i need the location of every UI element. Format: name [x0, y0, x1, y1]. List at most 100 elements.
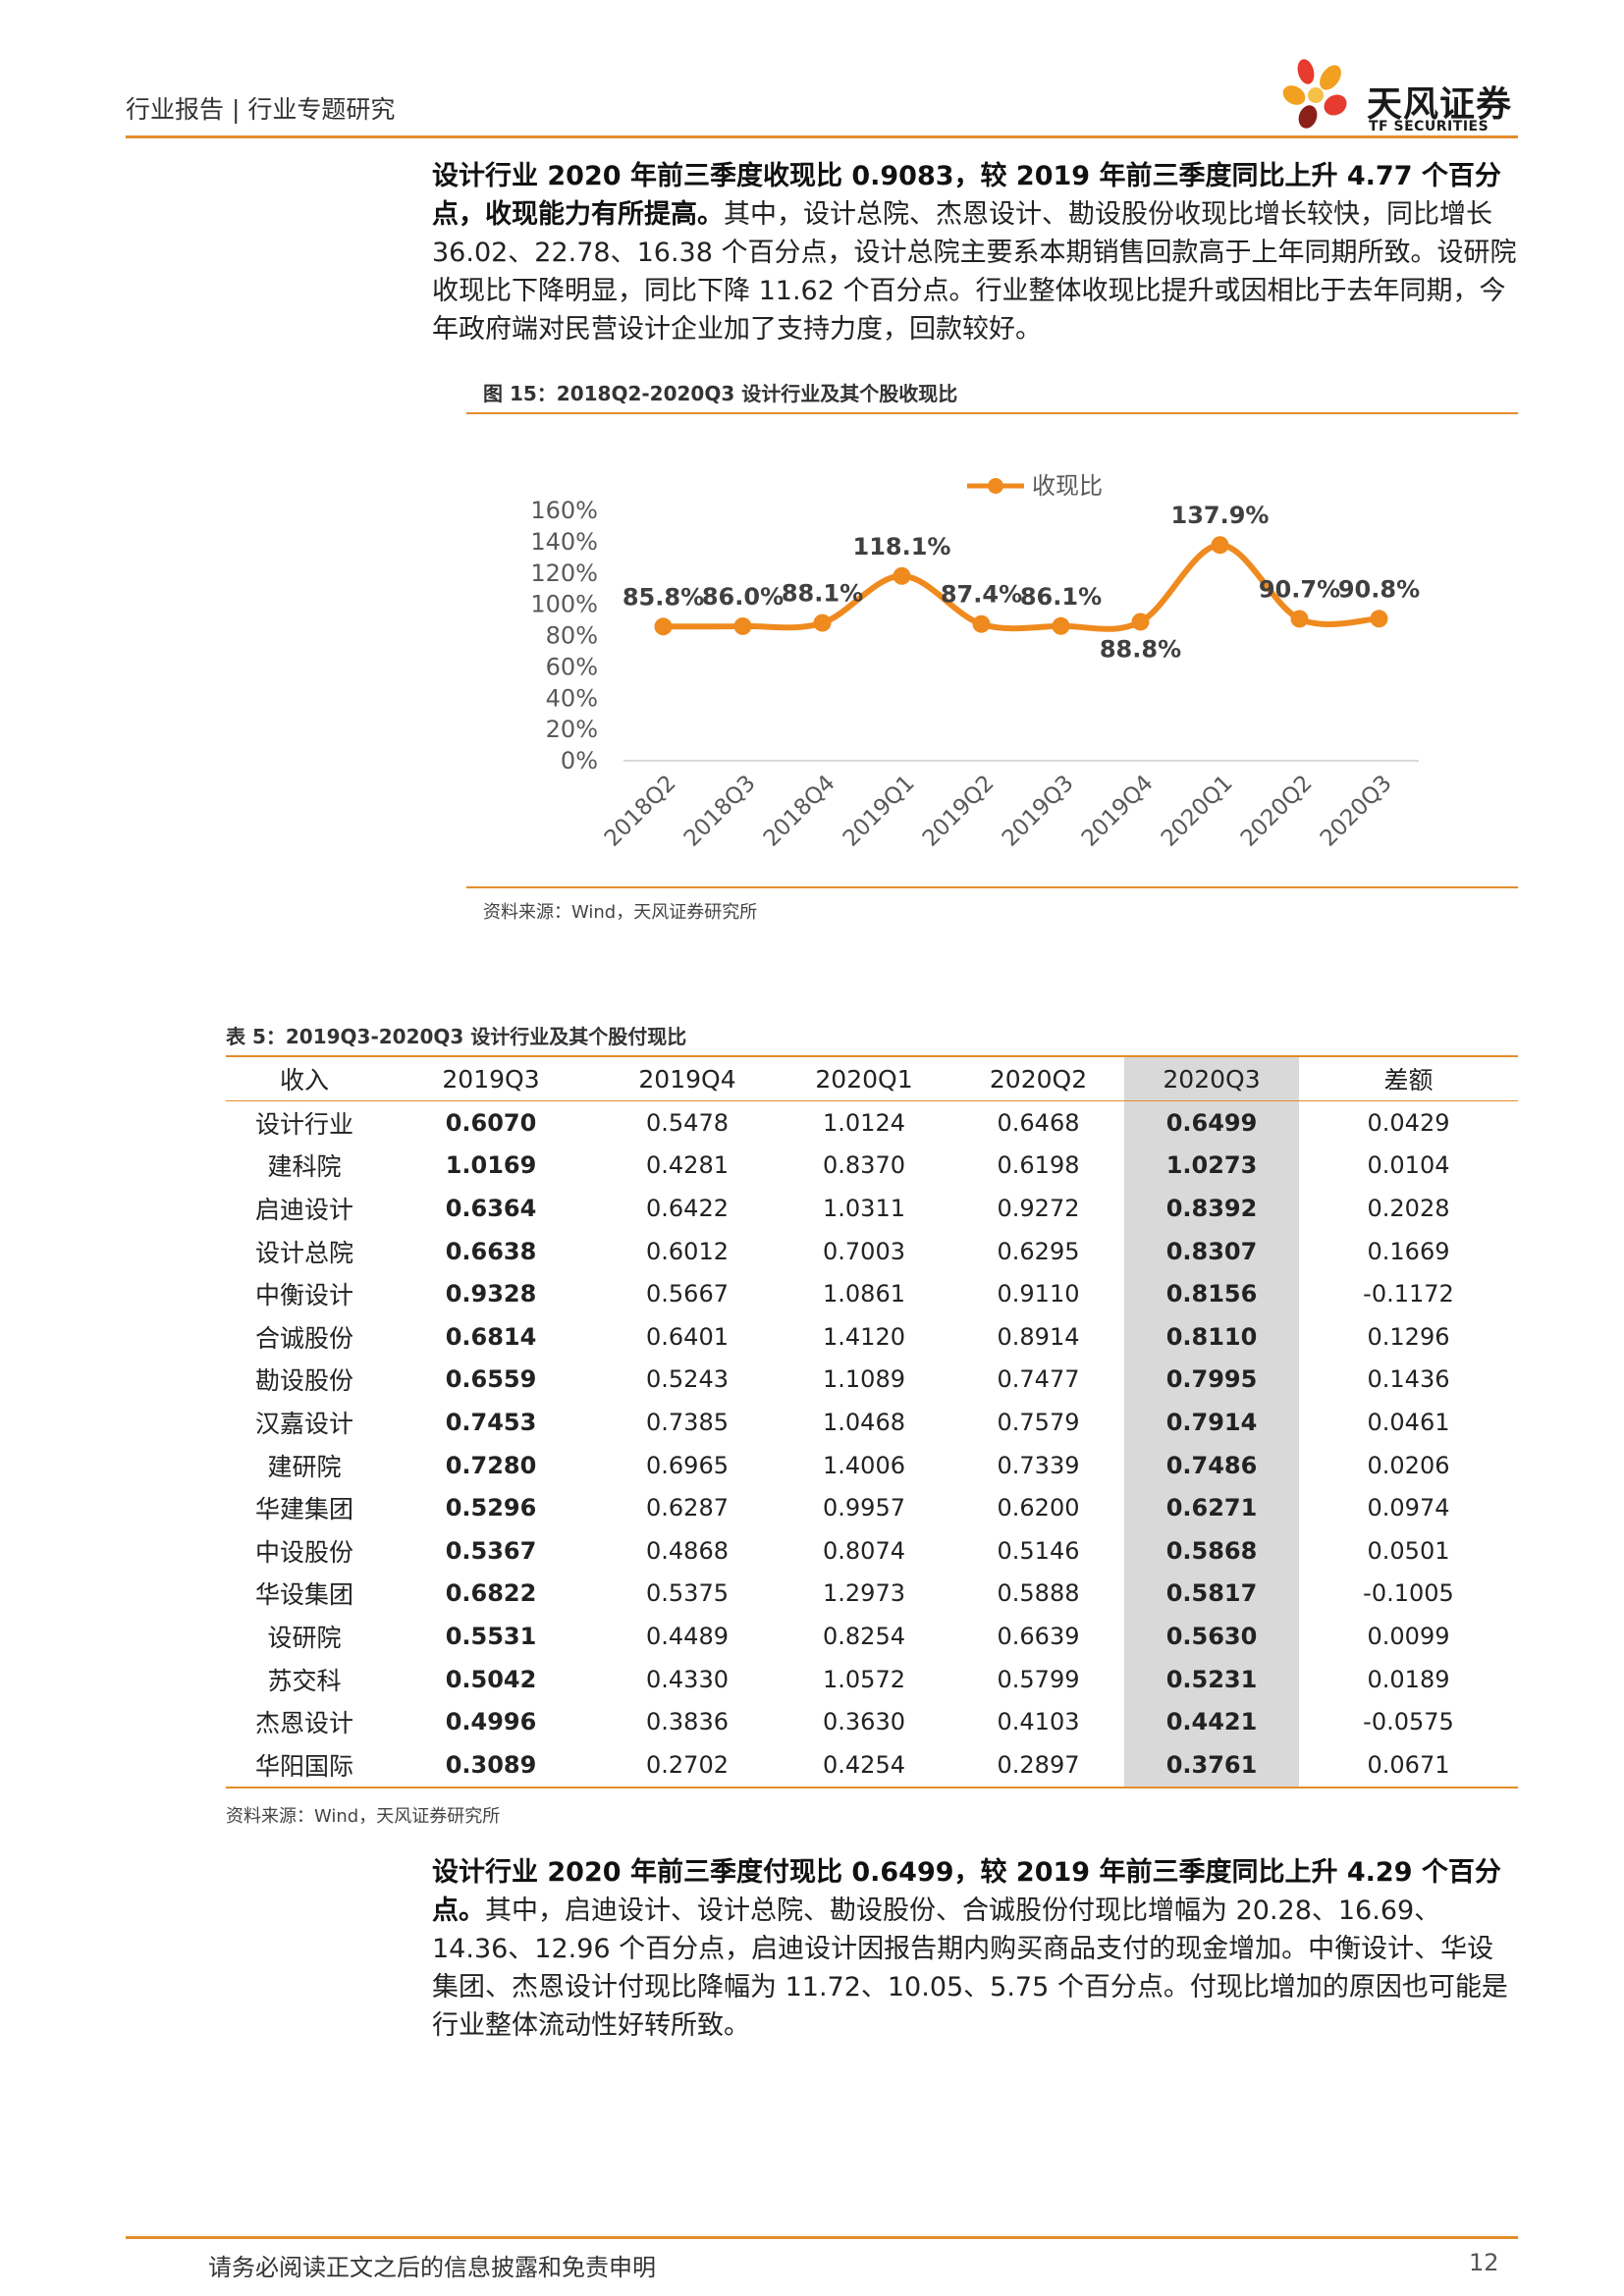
row-label-cell: 苏交科: [267, 1666, 342, 1695]
logo-english-name: TF SECURITIES: [1369, 119, 1489, 134]
table-cell: 1.1089: [823, 1365, 905, 1394]
table-row: 苏交科 0.5042 0.4330 1.0572 0.5799 0.5231 0.0189: [226, 1657, 1518, 1701]
paragraph-lead-bold: 设计行业 2020 年前三季度收现比 0.9083，较 2019 年前三季度同比…: [432, 161, 1501, 230]
table-cell: 0.6559: [445, 1365, 537, 1394]
paragraph-cash-payment: 设计行业 2020 年前三季度付现比 0.6499，较 2019 年前三季度同比…: [432, 1853, 1518, 2045]
table-row: 设计总院 0.6638 0.6012 0.7003 0.6295 0.8307 0.1669: [226, 1229, 1518, 1273]
table-cell: 0.0099: [1367, 1622, 1450, 1650]
table-cell: -0.1172: [1363, 1280, 1454, 1308]
table-cell: 0.6468: [997, 1108, 1080, 1137]
table-cell: 0.6822: [445, 1579, 537, 1608]
series-line-shouxianbi: [663, 542, 1380, 632]
disclaimer-text: 请务必阅读正文之后的信息披露和免责申明: [208, 2254, 656, 2281]
cash-collection-line-chart: 0%20%40%60%80%100%120%140%160%2018Q22018…: [530, 472, 1420, 852]
x-tick-label: 2018Q3: [679, 771, 761, 852]
table-cell: 0.1669: [1367, 1237, 1450, 1265]
row-label-cell: 设研院: [267, 1623, 342, 1652]
table-cell: 0.4868: [646, 1536, 729, 1565]
row-label-cell: 设计总院: [254, 1238, 353, 1267]
table-row: 合诚股份 0.6814 0.6401 1.4120 0.8914 0.8110 0.1296: [226, 1314, 1518, 1359]
table-cell: 0.5146: [997, 1536, 1080, 1565]
footer-divider: [126, 2236, 1518, 2239]
x-tick-label: 2020Q2: [1236, 771, 1318, 852]
table-header-cell: 差额: [1299, 1057, 1518, 1101]
table-cell: 0.0974: [1367, 1494, 1450, 1522]
table-cell: 0.0189: [1367, 1665, 1450, 1693]
table-row: 设计行业 0.6070 0.5478 1.0124 0.6468 0.6499 0.0429: [226, 1100, 1518, 1145]
y-tick-label: 80%: [546, 622, 598, 650]
table-cell: 0.7385: [646, 1408, 729, 1436]
report-header: 行业报告 | 行业专题研究: [126, 95, 396, 124]
table-cell: 0.5243: [646, 1365, 729, 1394]
data-point: [972, 614, 991, 633]
table-cell: 0.9957: [823, 1494, 905, 1522]
table-cell: 0.0206: [1367, 1451, 1450, 1479]
table-cell: 0.4254: [776, 1742, 952, 1789]
table-cell: 0.8156: [1124, 1272, 1299, 1315]
row-label-cell: 汉嘉设计: [254, 1409, 353, 1438]
tf-securities-logo: 天风证券 TF SECURITIES: [1276, 54, 1532, 137]
table-cell: 1.4006: [823, 1451, 905, 1479]
table-cell: 1.0572: [823, 1665, 905, 1693]
table-cell: 0.9272: [997, 1194, 1080, 1222]
data-point: [1052, 616, 1070, 635]
row-label-cell: 中设股份: [254, 1537, 353, 1567]
table-cell: -0.0575: [1363, 1708, 1454, 1736]
data-point: [733, 616, 752, 635]
table-cell: 1.2973: [823, 1579, 905, 1608]
table-cell: 0.8914: [997, 1322, 1080, 1351]
table-cell: 0.4330: [646, 1665, 729, 1693]
table-row: 华建集团 0.5296 0.6287 0.9957 0.6200 0.6271 0.0974: [226, 1486, 1518, 1529]
table-cell: 0.0429: [1367, 1108, 1450, 1137]
table-cell: 0.6638: [445, 1237, 537, 1265]
table-cell: 0.4489: [646, 1622, 729, 1650]
table-cell: 0.2897: [952, 1742, 1124, 1789]
figure-caption: 图 15：2018Q2-2020Q3 设计行业及其个股收现比: [483, 382, 958, 405]
table-cell: 0.7280: [445, 1451, 537, 1479]
table-source: 资料来源：Wind，天风证券研究所: [226, 1806, 501, 1827]
table-cell: 0.8110: [1124, 1314, 1299, 1359]
row-label-cell: 设计行业: [254, 1109, 353, 1139]
table-cell: 0.6422: [646, 1194, 729, 1222]
x-tick-label: 2019Q3: [998, 771, 1079, 852]
y-tick-label: 140%: [530, 528, 598, 556]
paragraph-cash-collection: 设计行业 2020 年前三季度收现比 0.9083，较 2019 年前三季度同比…: [432, 157, 1518, 348]
table-cell: 0.4281: [646, 1151, 729, 1180]
data-label: 87.4%: [941, 581, 1022, 609]
table-cell: 0.5630: [1124, 1615, 1299, 1658]
table-cell: 0.5667: [646, 1280, 729, 1308]
table-cell: -0.1005: [1363, 1579, 1454, 1608]
table-cell: 0.6401: [646, 1322, 729, 1351]
y-tick-label: 20%: [546, 716, 598, 743]
y-tick-label: 160%: [530, 497, 598, 524]
table-cell: 0.5888: [997, 1579, 1080, 1608]
table-cell: 0.1296: [1367, 1322, 1450, 1351]
row-label-cell: 合诚股份: [254, 1323, 353, 1353]
table-header-row: 收入 2019Q3 2019Q4 2020Q1 2020Q2 2020Q3 差额: [226, 1057, 1518, 1101]
paragraph-lead-bold: 设计行业 2020 年前三季度付现比 0.6499，较 2019 年前三季度同比…: [432, 1857, 1501, 1926]
x-tick-label: 2019Q1: [839, 771, 920, 852]
data-point: [1290, 610, 1309, 628]
table-cell: 0.6198: [997, 1151, 1080, 1180]
table-cell: 0.6012: [646, 1237, 729, 1265]
figure-source: 资料来源：Wind，天风证券研究所: [483, 902, 758, 923]
data-point: [1211, 536, 1229, 555]
y-tick-label: 0%: [561, 747, 598, 774]
table-header-cell: 收入: [226, 1057, 383, 1101]
table-row: 建科院 1.0169 0.4281 0.8370 0.6198 1.0273 0.0104: [226, 1144, 1518, 1188]
data-label: 86.0%: [702, 583, 784, 611]
table-cell: 0.0461: [1367, 1408, 1450, 1436]
table-cell: 1.0468: [823, 1408, 905, 1436]
table-cell: 0.7477: [997, 1365, 1080, 1394]
table-cell: 0.5296: [445, 1494, 537, 1522]
table-cell: 0.3836: [646, 1708, 729, 1736]
data-point: [654, 617, 673, 636]
header-divider: [126, 135, 1518, 138]
table-cell: 0.8074: [823, 1536, 905, 1565]
table-cell: 0.6499: [1124, 1100, 1299, 1145]
table-body: 设计行业 0.6070 0.5478 1.0124 0.6468 0.6499 0.0429…: [226, 1100, 1518, 1789]
table-cell: 0.1436: [1367, 1365, 1450, 1394]
table-cell: 1.0861: [823, 1280, 905, 1308]
x-tick-label: 2019Q2: [918, 771, 1000, 852]
table-cell: 0.5817: [1124, 1572, 1299, 1616]
